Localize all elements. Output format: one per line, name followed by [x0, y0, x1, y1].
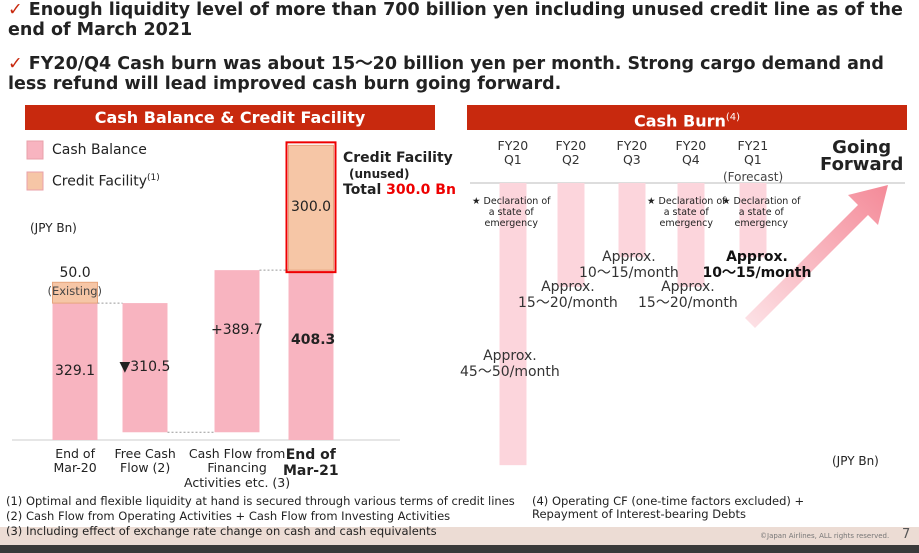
x-tick-label: Cash Flow from Financing Activities etc.… [184, 446, 291, 490]
bar [677, 183, 705, 287]
credit-bar [288, 144, 334, 271]
x-tick-label: FY20 Q4 [675, 138, 707, 168]
annotation: (Existing) [47, 284, 103, 299]
value-label: Approx. 45～50/month [460, 348, 560, 381]
bar [618, 183, 646, 258]
value-label: Approx. 15～20/month [518, 278, 618, 312]
callout-total: Total 300.0 Bn [343, 182, 456, 198]
callout-subtitle: (unused) [349, 167, 410, 181]
x-tick-label: FY20 Q3 [616, 138, 648, 168]
bullet: ✓ FY20/Q4 Cash burn was about 15～20 bill… [8, 54, 884, 95]
legend-label: Cash Balance [52, 142, 147, 158]
value-label: ▼310.5 [119, 358, 171, 375]
event-label: ★ Declaration of a state of emergency [722, 196, 801, 229]
footnote: (1) Optimal and flexible liquidity at ha… [6, 494, 515, 508]
highlight-frame [285, 141, 337, 274]
chart-title: Cash Balance & Credit Facility [25, 105, 435, 130]
x-tick-label: End of Mar-21 [283, 447, 339, 480]
footer-band [0, 527, 919, 545]
bar [739, 183, 767, 258]
value-label: Approx. 15～20/month [638, 278, 738, 312]
page-number: 7 [902, 527, 911, 542]
x-tick-label: End of Mar-20 [53, 446, 97, 476]
arrow-label: Going Forward [820, 137, 904, 176]
x-tick-label: FY20 Q1 [497, 138, 529, 168]
event-label: ★ Declaration of a state of emergency [647, 196, 726, 229]
cash-bar [122, 303, 168, 433]
x-tick-label: FY20 Q2 [555, 138, 587, 168]
value-label: 408.3 [291, 332, 336, 349]
bar [499, 183, 527, 466]
bar [557, 183, 585, 287]
unit-label: (JPY Bn) [832, 454, 879, 468]
value-label: Approx. 10～15/month [579, 249, 679, 282]
legend-label: Credit Facility(1) [52, 173, 160, 190]
x-tick-label: Free Cash Flow (2) [114, 446, 176, 476]
footnote: (4) Operating CF (one-time factors exclu… [532, 494, 805, 522]
going-forward-arrow [745, 185, 888, 328]
value-label: 50.0 [59, 265, 91, 282]
cash-bar [214, 270, 260, 433]
footer-bar [0, 545, 919, 553]
bullet: ✓ Enough liquidity level of more than 70… [8, 0, 903, 41]
value-label: 300.0 [291, 198, 332, 215]
x-tick-label: FY21 Q1 [737, 138, 769, 168]
event-label: ★ Declaration of a state of emergency [472, 196, 551, 229]
copyright: ©Japan Airlines, ALL rights reserved. [760, 532, 890, 540]
footnote: (3) Including effect of exchange rate ch… [6, 524, 437, 538]
cash-bar [52, 303, 98, 440]
chart-title: Cash Burn(4) [467, 105, 907, 130]
credit-bar [52, 281, 98, 304]
cash-bar [288, 270, 334, 440]
unit-label: (JPY Bn) [30, 221, 77, 235]
callout-value: 300.0 Bn [386, 182, 456, 198]
callout-title: Credit Facility [343, 150, 453, 166]
legend-note: (1) [147, 173, 160, 183]
x-tick-note: (Forecast) [723, 170, 784, 184]
value-label: 329.1 [55, 362, 96, 379]
value-label: Approx. 10～15/month [702, 249, 812, 282]
footnote: (2) Cash Flow from Operating Activities … [6, 509, 451, 523]
value-label: +389.7 [211, 322, 263, 339]
legend-swatch [26, 140, 44, 160]
legend-swatch [26, 171, 44, 191]
